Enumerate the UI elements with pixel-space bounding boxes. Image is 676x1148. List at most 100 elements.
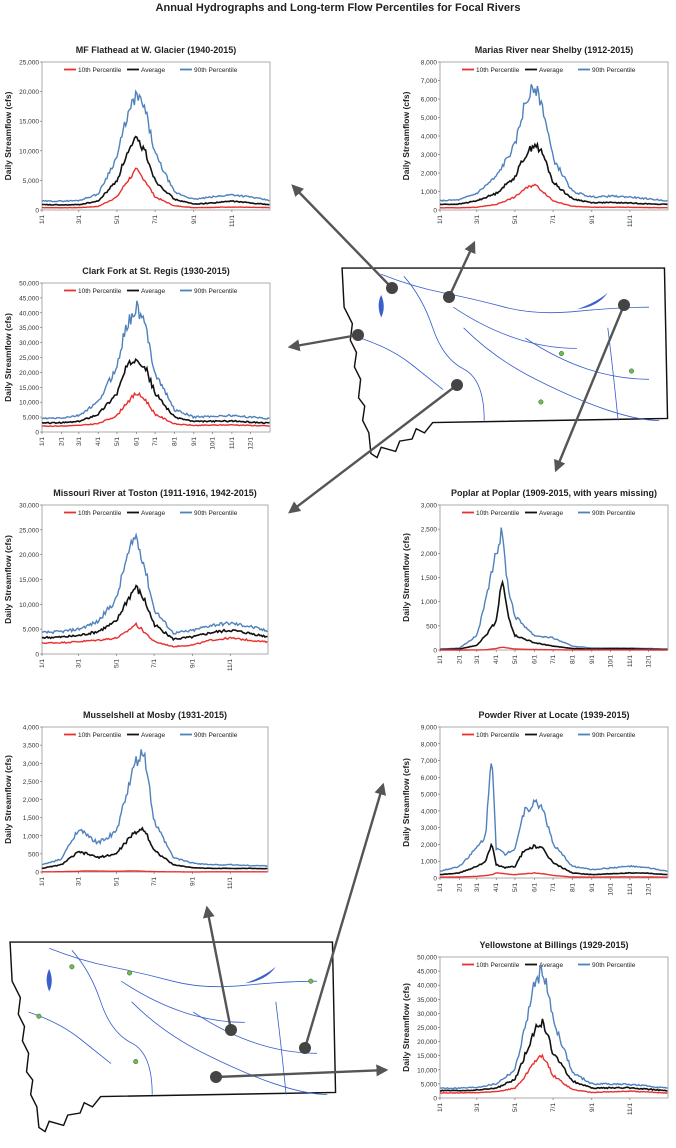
y-tick-label: 30,000 <box>19 503 39 510</box>
x-tick-label: 4/1 <box>493 655 500 664</box>
x-tick-label: 3/1 <box>474 655 481 664</box>
y-tick-label: 2,500 <box>23 779 40 786</box>
x-tick-label: 3/1 <box>76 877 83 886</box>
location-marker <box>225 1024 237 1036</box>
x-tick-label: 8/1 <box>569 655 576 664</box>
legend-label: Average <box>539 732 563 739</box>
series-line-average <box>440 579 668 651</box>
x-tick-label: 11/1 <box>227 659 234 672</box>
plot-area <box>439 504 669 651</box>
y-tick-label: 50,000 <box>19 281 39 288</box>
page-title: Annual Hydrographs and Long-term Flow Pe… <box>155 2 521 14</box>
lake-shape <box>378 294 384 318</box>
y-tick-label: 15,000 <box>417 1053 437 1060</box>
plot-area <box>41 282 271 433</box>
river-line <box>403 276 485 421</box>
y-tick-label: 7,000 <box>421 758 438 765</box>
legend-label: Average <box>539 962 563 969</box>
x-tick-label: 11/1 <box>229 215 236 228</box>
connector-arrow <box>554 304 626 473</box>
y-tick-label: 35,000 <box>19 325 39 332</box>
y-tick-label: 5,000 <box>23 415 40 422</box>
location-marker <box>618 299 630 311</box>
x-tick-label: 5/1 <box>114 215 121 224</box>
y-tick-label: 4,000 <box>421 808 438 815</box>
y-tick-label: 0 <box>433 1096 437 1103</box>
series-line-90th-percentile <box>41 749 268 867</box>
legend-label: 90th Percentile <box>194 510 238 517</box>
chart-title: Musselshell at Mosby (1931-2015) <box>83 710 227 720</box>
river-line <box>360 337 444 390</box>
legend-label: 90th Percentile <box>592 67 636 74</box>
y-axis-label: Daily Streamflow (cfs) <box>401 758 411 847</box>
x-tick-label: 5/1 <box>113 877 120 886</box>
x-tick-label: 3/1 <box>76 659 83 668</box>
y-tick-label: 40,000 <box>417 983 437 990</box>
y-tick-label: 3,000 <box>421 152 438 159</box>
gauge-marker <box>538 399 544 405</box>
x-tick-label: 11/1 <box>627 215 634 228</box>
plot-area <box>439 726 669 879</box>
plot-area <box>439 61 669 211</box>
river-line <box>463 327 660 421</box>
x-tick-label: 5/1 <box>512 1103 519 1112</box>
connector-arrow <box>215 1064 389 1079</box>
x-tick-label: 1/1 <box>39 659 46 668</box>
y-tick-label: 25,000 <box>19 60 39 67</box>
series-line-average <box>41 584 268 642</box>
x-tick-label: 1/1 <box>39 877 46 886</box>
y-tick-label: 20,000 <box>19 89 39 96</box>
chart-title: MF Flathead at W. Glacier (1940-2015) <box>76 45 237 55</box>
river-line <box>381 273 650 314</box>
gauge-marker <box>133 1059 139 1065</box>
gauge-marker <box>558 351 564 357</box>
series-line-90th-percentile <box>439 763 668 873</box>
series-line-10th-percentile <box>439 183 668 209</box>
x-tick-label: 1/1 <box>437 883 444 892</box>
y-tick-label: 3,000 <box>421 825 438 832</box>
x-tick-label: 10/1 <box>608 655 615 668</box>
x-tick-label: 11/1 <box>227 877 234 890</box>
y-tick-label: 1,000 <box>421 859 438 866</box>
legend-label: 90th Percentile <box>592 732 636 739</box>
x-tick-label: 9/1 <box>589 655 596 664</box>
x-tick-label: 5/1 <box>512 655 519 664</box>
legend-label: 10th Percentile <box>476 67 520 74</box>
x-tick-label: 5/1 <box>512 215 519 224</box>
connector-arrow <box>447 240 476 298</box>
y-tick-label: 45,000 <box>417 969 437 976</box>
x-tick-label: 11/1 <box>627 883 634 896</box>
y-tick-label: 0 <box>433 208 437 215</box>
y-tick-label: 5,000 <box>421 792 438 799</box>
x-tick-label: 6/1 <box>531 655 538 664</box>
location-marker <box>210 1071 222 1083</box>
chart-title: Clark Fork at St. Regis (1930-2015) <box>82 266 230 276</box>
x-tick-label: 1/1 <box>437 655 444 664</box>
x-tick-label: 2/1 <box>456 883 463 892</box>
map-top <box>341 267 669 459</box>
river-line <box>49 947 318 988</box>
series-line-90th-percentile <box>41 532 268 635</box>
gauge-marker <box>36 1013 42 1019</box>
y-tick-label: 0 <box>433 648 437 655</box>
y-tick-label: 25,000 <box>19 527 39 534</box>
connector-arrow <box>291 184 393 289</box>
y-tick-label: 20,000 <box>417 1039 437 1046</box>
y-tick-label: 45,000 <box>19 295 39 302</box>
chart-title: Poplar at Poplar (1909-2015, with years … <box>451 488 657 498</box>
legend-label: Average <box>141 288 165 295</box>
location-marker <box>352 329 364 341</box>
y-tick-label: 1,000 <box>23 833 40 840</box>
y-axis-label: Daily Streamflow (cfs) <box>401 983 411 1072</box>
y-tick-label: 4,000 <box>23 725 40 732</box>
lake-shape <box>46 968 52 992</box>
x-tick-label: 7/1 <box>550 883 557 892</box>
legend-label: 90th Percentile <box>592 510 636 517</box>
legend-label: Average <box>141 67 165 74</box>
y-tick-label: 2,000 <box>23 797 40 804</box>
legend-label: Average <box>539 67 563 74</box>
connector-arrow <box>202 905 233 1031</box>
y-tick-label: 30,000 <box>19 340 39 347</box>
y-tick-label: 10,000 <box>19 400 39 407</box>
gauge-marker <box>127 970 133 976</box>
